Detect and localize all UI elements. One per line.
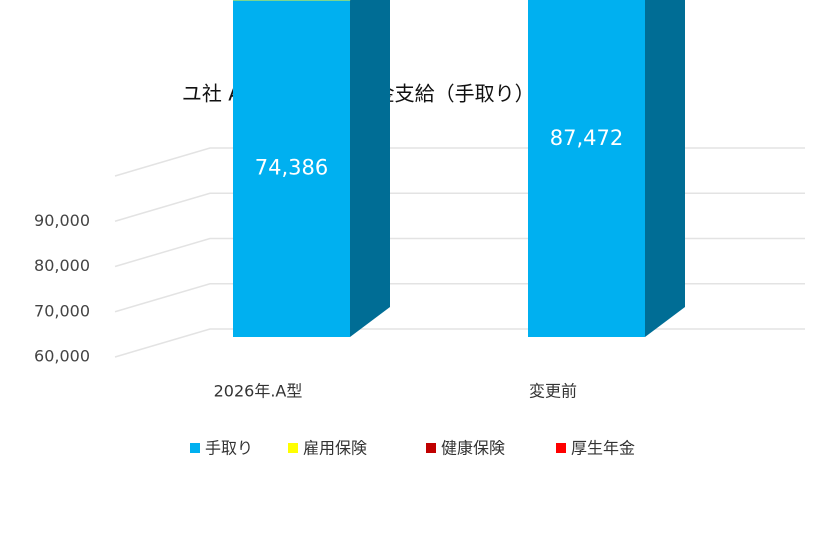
legend-label: 厚生年金 <box>571 439 635 458</box>
y-tick-label: 70,000 <box>34 301 90 320</box>
y-tick-label: 60,000 <box>34 347 90 366</box>
y-tick-label: 90,000 <box>34 211 90 230</box>
bar-side <box>350 0 390 337</box>
value-label: 74,386 <box>255 156 328 180</box>
legend-swatch <box>556 443 566 453</box>
legend-swatch <box>288 443 298 453</box>
value-label: 87,472 <box>550 126 623 150</box>
legend-swatch <box>190 443 200 453</box>
x-tick-label: 変更前 <box>529 382 577 401</box>
y-tick-label: 80,000 <box>34 256 90 275</box>
legend-label: 雇用保険 <box>303 439 367 458</box>
bar-segment <box>528 0 645 337</box>
x-tick-label: 2026年.A型 <box>214 382 303 401</box>
legend-label: 手取り <box>205 439 253 458</box>
legend-swatch <box>426 443 436 453</box>
legend-label: 健康保険 <box>441 439 505 458</box>
bar-side <box>645 0 685 337</box>
